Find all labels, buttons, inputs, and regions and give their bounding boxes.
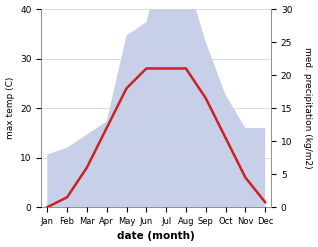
Y-axis label: max temp (C): max temp (C) [5, 77, 15, 139]
X-axis label: date (month): date (month) [117, 231, 195, 242]
Y-axis label: med. precipitation (kg/m2): med. precipitation (kg/m2) [303, 47, 313, 169]
